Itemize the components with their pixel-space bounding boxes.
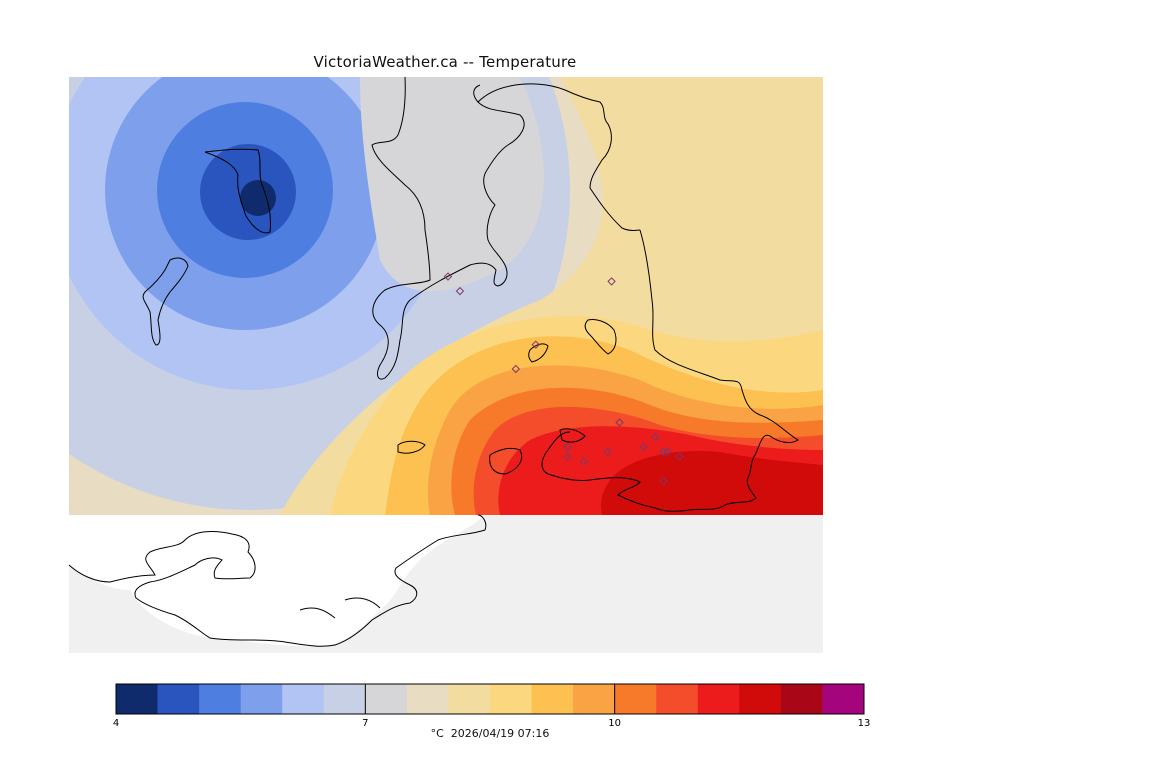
colorbar-bin	[739, 684, 782, 714]
station-marker	[675, 452, 684, 461]
colorbar-bin	[531, 684, 574, 714]
colorbar-bin	[614, 684, 657, 714]
colorbar-bin	[448, 684, 491, 714]
timestamp: 2026/04/19 07:16	[450, 727, 550, 740]
station-marker	[563, 452, 572, 461]
colorbar-bin	[365, 684, 408, 714]
map-title: VictoriaWeather.ca -- Temperature	[313, 53, 577, 71]
colorbar-bin	[199, 684, 242, 714]
colorbar-bin	[240, 684, 283, 714]
colorbar-bin	[573, 684, 616, 714]
colorbar-bin	[323, 684, 366, 714]
station-marker	[615, 418, 624, 427]
colorbar-bin	[157, 684, 200, 714]
colorbar-bin	[656, 684, 699, 714]
temperature-field	[69, 77, 823, 515]
contour-6.5-7	[360, 77, 544, 292]
station-marker	[651, 432, 660, 442]
colorbar-bin	[490, 684, 533, 714]
colorbar-bin	[406, 684, 449, 714]
unit-label: °C	[430, 727, 444, 740]
station-marker	[639, 442, 648, 452]
colorbar-tick-label: 7	[362, 718, 368, 729]
colorbar-ticks: 4 7 10 13	[113, 684, 871, 729]
station-marker	[659, 476, 668, 486]
station-marker	[563, 442, 572, 452]
colorbar-bin	[822, 684, 865, 714]
map-caption: °C 2026/04/19 07:16	[360, 727, 620, 740]
station-marker	[443, 272, 453, 281]
colorbar-tick-label: 13	[858, 718, 871, 729]
station-marker	[511, 364, 521, 374]
colorbar-bins	[115, 683, 865, 715]
olympic-peninsula-land	[69, 515, 485, 647]
colorbar-tick-label: 10	[608, 718, 621, 729]
weather-stations	[443, 272, 684, 486]
colorbar-bin	[116, 684, 159, 714]
coastlines	[68, 76, 799, 647]
station-marker	[607, 277, 616, 286]
station-marker	[663, 447, 672, 456]
contour-11-11.5	[600, 450, 823, 515]
colorbar-bin	[780, 684, 823, 714]
station-marker	[603, 447, 612, 456]
colorbar-bin	[697, 684, 740, 714]
contour-below-4	[240, 180, 276, 216]
station-marker	[455, 286, 465, 296]
colorbar-tick-label: 4	[113, 718, 119, 729]
station-marker	[531, 340, 540, 349]
station-marker	[579, 457, 588, 466]
colorbar-bin	[282, 684, 325, 714]
